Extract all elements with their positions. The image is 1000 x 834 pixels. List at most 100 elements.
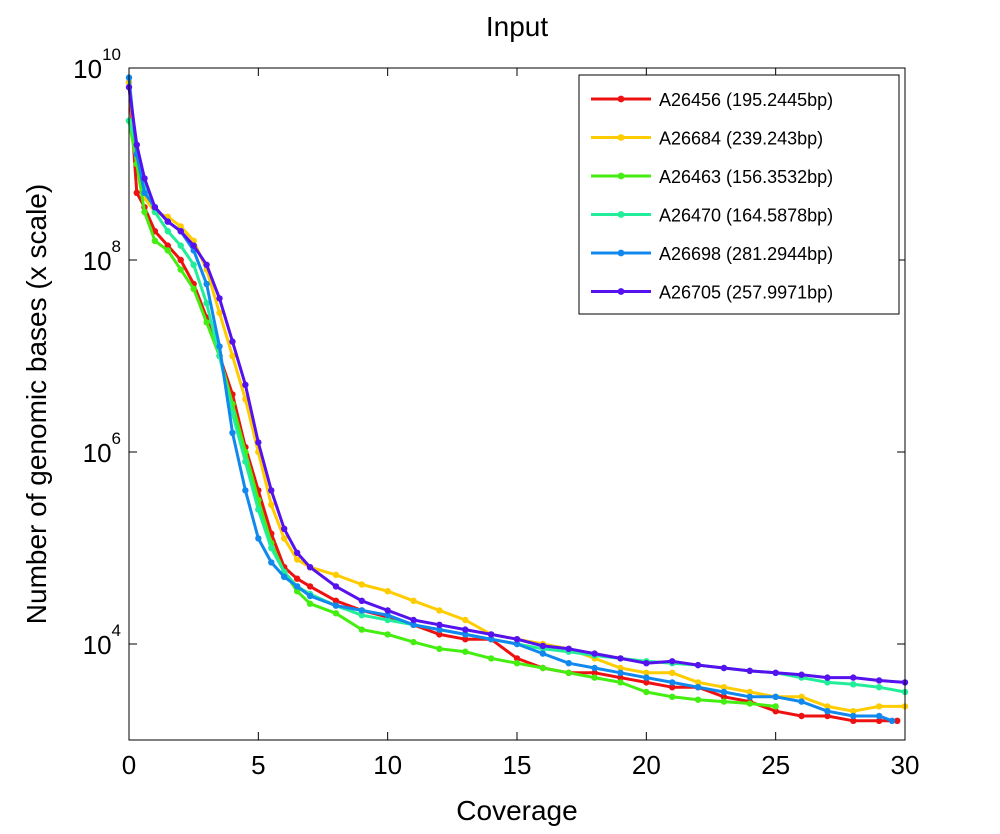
data-point bbox=[164, 218, 171, 225]
data-point bbox=[410, 638, 417, 646]
data-point bbox=[462, 631, 469, 638]
data-point bbox=[824, 674, 831, 681]
data-point bbox=[306, 583, 314, 590]
data-point bbox=[141, 175, 148, 182]
data-point bbox=[203, 319, 210, 326]
data-point bbox=[746, 693, 753, 700]
data-point bbox=[141, 208, 148, 216]
data-point bbox=[824, 703, 831, 710]
data-point bbox=[850, 674, 857, 681]
data-point bbox=[177, 242, 184, 249]
data-point bbox=[410, 621, 417, 628]
data-point bbox=[358, 607, 365, 614]
data-point bbox=[643, 660, 650, 667]
data-point bbox=[875, 712, 883, 720]
data-point bbox=[591, 669, 598, 676]
data-point bbox=[177, 266, 184, 273]
data-point bbox=[513, 636, 521, 643]
y-tick-label: 106 bbox=[83, 429, 121, 468]
data-point bbox=[617, 664, 624, 672]
data-point bbox=[229, 352, 236, 360]
data-point bbox=[293, 588, 301, 595]
legend: A26456 (195.2445bp) A26684 (239.243bp) A26… bbox=[578, 74, 900, 315]
data-point bbox=[850, 708, 857, 715]
legend-marker bbox=[617, 95, 625, 103]
data-point bbox=[798, 693, 805, 700]
data-point bbox=[513, 640, 521, 648]
data-point bbox=[436, 626, 443, 633]
data-point bbox=[462, 626, 469, 633]
x-tick-label: 20 bbox=[632, 750, 661, 780]
data-point bbox=[565, 645, 572, 652]
data-point bbox=[164, 242, 171, 249]
data-point bbox=[720, 684, 728, 691]
data-point bbox=[539, 664, 547, 672]
data-point bbox=[694, 696, 702, 703]
x-axis-title: Coverage bbox=[456, 795, 577, 826]
data-point bbox=[332, 597, 340, 604]
data-point bbox=[332, 571, 340, 579]
data-point bbox=[875, 703, 883, 710]
x-tick-label: 25 bbox=[761, 750, 790, 780]
data-point bbox=[293, 575, 301, 582]
data-point bbox=[565, 660, 572, 667]
data-point bbox=[850, 717, 857, 724]
data-point bbox=[487, 631, 495, 638]
data-point bbox=[141, 189, 148, 196]
data-point bbox=[268, 501, 275, 508]
data-point bbox=[410, 616, 417, 624]
data-point bbox=[177, 228, 184, 235]
data-point bbox=[384, 631, 391, 638]
y-axis-ticks: 104 106 108 1010 bbox=[73, 45, 905, 660]
data-point bbox=[358, 597, 365, 604]
data-point bbox=[462, 648, 469, 655]
data-point bbox=[203, 280, 210, 288]
data-point bbox=[539, 650, 547, 657]
data-point bbox=[591, 664, 598, 672]
data-point bbox=[720, 664, 728, 672]
data-point bbox=[746, 667, 753, 675]
plot-area bbox=[125, 74, 909, 724]
data-point bbox=[669, 669, 676, 676]
data-point bbox=[177, 256, 184, 264]
legend-label: A26705 (257.9971bp) bbox=[659, 283, 833, 303]
data-point bbox=[332, 610, 340, 617]
data-point bbox=[358, 626, 365, 633]
data-point bbox=[306, 592, 314, 600]
legend-marker bbox=[617, 288, 625, 295]
data-point bbox=[694, 679, 702, 686]
data-point bbox=[216, 309, 223, 316]
data-point bbox=[151, 237, 159, 244]
data-point bbox=[436, 631, 443, 638]
data-point bbox=[281, 525, 288, 532]
data-point bbox=[410, 597, 417, 604]
data-point bbox=[824, 712, 831, 720]
data-point bbox=[151, 204, 159, 211]
data-point bbox=[643, 674, 650, 681]
y-tick-label: 104 bbox=[83, 621, 121, 660]
data-point bbox=[293, 583, 301, 590]
legend-label: A26470 (164.5878bp) bbox=[659, 206, 833, 226]
data-point bbox=[332, 602, 340, 609]
data-point bbox=[643, 688, 650, 696]
data-point bbox=[306, 564, 314, 571]
data-point bbox=[694, 684, 702, 691]
data-point bbox=[772, 703, 779, 710]
data-point bbox=[875, 677, 883, 684]
data-point bbox=[229, 429, 236, 436]
data-point bbox=[875, 684, 883, 691]
legend-marker bbox=[617, 249, 625, 257]
data-point bbox=[358, 581, 365, 588]
data-point bbox=[772, 669, 779, 676]
legend-marker bbox=[617, 134, 625, 141]
data-point bbox=[268, 544, 275, 552]
data-point bbox=[177, 223, 184, 230]
data-point bbox=[358, 612, 365, 619]
legend-label: A26684 (239.243bp) bbox=[659, 129, 823, 149]
data-point bbox=[669, 658, 676, 665]
data-point bbox=[293, 556, 301, 563]
data-point bbox=[436, 645, 443, 652]
data-point bbox=[293, 549, 301, 556]
data-point bbox=[164, 247, 171, 254]
legend-label: A26698 (281.2944bp) bbox=[659, 244, 833, 264]
